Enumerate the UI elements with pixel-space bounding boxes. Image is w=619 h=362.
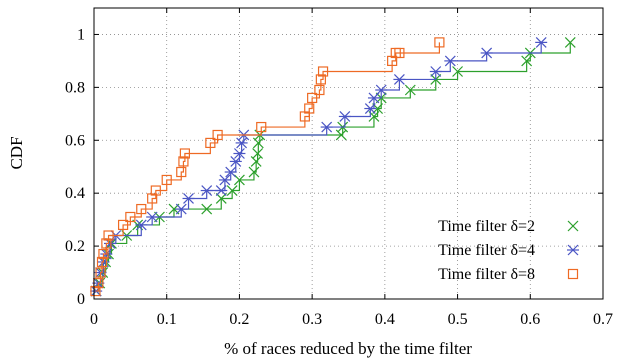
y-tick-label: 0 (77, 291, 85, 308)
series-step-line (95, 42, 440, 292)
data-point-square-marker (307, 92, 318, 104)
data-point-square-marker (314, 84, 325, 96)
data-point-star-marker (218, 174, 231, 186)
y-tick-label: 0.2 (65, 238, 85, 255)
data-point-star-marker (182, 193, 195, 204)
series-3 (90, 37, 445, 297)
data-point-star-marker (364, 103, 377, 114)
data-point-star-marker (215, 185, 228, 196)
data-point-square-marker (317, 66, 329, 77)
data-point-square-marker (212, 129, 223, 141)
x-tick-label: 0.1 (157, 311, 177, 328)
data-point-square-marker (304, 103, 315, 114)
data-point-star-marker (480, 47, 493, 59)
legend-label: Time filter δ=2 (438, 218, 535, 235)
data-point-star-marker (567, 244, 579, 256)
data-point-square-marker (567, 268, 579, 280)
x-axis-title: % of races reduced by the time filter (224, 339, 472, 358)
data-point-square-marker (103, 230, 114, 241)
data-point-star-marker (444, 55, 457, 67)
x-tick-label: 0.2 (229, 311, 249, 328)
y-axis-title: CDF (7, 136, 26, 169)
legend-label: Time filter δ=4 (438, 242, 535, 259)
data-point-star-marker (200, 185, 213, 196)
data-point-star-marker (235, 137, 248, 149)
data-point-star-marker (535, 36, 548, 48)
data-point-square-marker (101, 238, 112, 249)
y-tick-label: 1 (77, 26, 85, 43)
data-point-x-marker (201, 203, 213, 215)
data-point-star-marker (320, 121, 333, 133)
data-point-square-marker (150, 185, 161, 196)
data-point-square-marker (90, 285, 101, 297)
x-tick-label: 0.4 (375, 311, 395, 328)
data-point-star-marker (146, 211, 159, 223)
grid-lines (94, 8, 603, 299)
data-point-x-marker (215, 193, 227, 204)
data-point-square-marker (161, 174, 172, 186)
data-point-square-marker (256, 121, 267, 133)
x-tick-label: 0.3 (302, 311, 322, 328)
data-point-star-marker (175, 203, 188, 215)
data-point-square-marker (98, 248, 109, 260)
data-point-square-marker (96, 256, 108, 268)
y-tick-label: 0.6 (65, 132, 85, 149)
x-tick-label: 0.5 (448, 311, 468, 328)
data-point-square-marker (434, 37, 445, 48)
y-tick-label: 0.4 (65, 185, 85, 202)
axis-ticks: 0 0.1 0.2 0.3 0.4 0.5 0.6 0.7 0 0.2 0.4 0.6 0.8 1 (65, 8, 613, 328)
data-point-square-marker (176, 166, 187, 178)
data-point-star-marker (429, 66, 442, 77)
data-point-square-marker (95, 267, 106, 278)
data-point-square-marker (117, 219, 129, 231)
data-point-x-marker (248, 166, 260, 178)
data-point-square-marker (147, 193, 158, 204)
data-point-x-marker (564, 36, 576, 48)
data-point-x-marker (521, 55, 533, 67)
data-point-star-marker (375, 84, 388, 96)
plot-frame (93, 7, 604, 300)
data-point-square-marker (125, 211, 136, 223)
data-point-square-marker (394, 47, 405, 59)
x-tick-label: 0 (90, 311, 98, 328)
data-point-x-marker (226, 185, 238, 196)
data-point-star-marker (229, 156, 242, 167)
data-point-square-marker (387, 55, 398, 67)
data-point-star-marker (338, 111, 351, 122)
data-point-x-marker (252, 148, 264, 159)
y-tick-label: 0.8 (65, 79, 85, 96)
data-point-square-marker (179, 148, 190, 159)
series-layer (90, 36, 576, 297)
data-point-star-marker (233, 148, 246, 159)
data-point-square-marker (178, 156, 189, 167)
data-point-star-marker (393, 74, 406, 85)
data-point-x-marker (452, 66, 463, 77)
x-tick-label: 0.7 (593, 311, 613, 328)
x-tick-label: 0.6 (520, 311, 540, 328)
data-point-star-marker (224, 166, 237, 178)
legend: Time filter δ=2 Time filter δ=4 Time filte… (438, 218, 579, 283)
legend-label: Time filter δ=8 (438, 266, 535, 283)
data-point-x-marker (404, 84, 416, 96)
data-point-x-marker (567, 220, 579, 232)
data-point-square-marker (315, 74, 326, 85)
data-point-square-marker (205, 137, 216, 149)
data-point-square-marker (136, 203, 147, 215)
data-point-star-marker (135, 219, 148, 231)
